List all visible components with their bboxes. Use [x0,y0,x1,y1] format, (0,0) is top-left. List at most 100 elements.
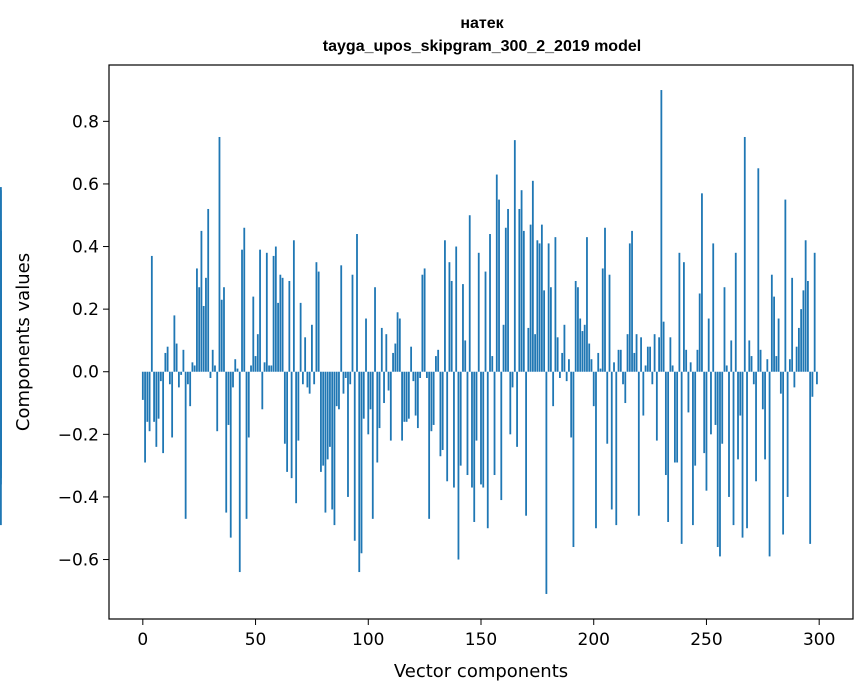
bar-36 [223,287,225,372]
bar-29 [207,208,210,372]
bar-296 [809,371,812,544]
bar-75 [311,324,313,372]
bar-230 [660,90,663,372]
bar-171 [527,327,530,372]
bar-219 [635,334,638,372]
bar-260 [728,371,730,497]
bar-190 [570,371,573,438]
bar-244 [692,371,694,526]
bar-264 [737,371,739,460]
bar-248 [701,193,703,372]
bar-131 [437,349,440,372]
bar-241 [685,349,688,372]
bar-79 [320,371,322,472]
bar-63 [283,371,286,444]
bar-187 [563,324,566,372]
bar-73 [306,371,309,388]
bar-44 [241,249,243,372]
bar-32 [214,365,216,372]
bar-299 [816,371,818,385]
bar-66 [290,371,293,479]
bar-60 [277,302,279,372]
x-tick-label: 300 [803,630,835,650]
bar-94 [353,371,356,541]
bar-35 [220,299,223,372]
bar-146 [471,371,473,488]
x-tick-label: 250 [690,630,722,650]
y-tick-label: 0.2 [72,300,99,320]
bar-38 [227,371,230,425]
bar-41 [234,359,237,372]
bar-231 [662,321,665,372]
bar-272 [755,371,757,482]
bar-229 [658,337,661,372]
bar-undefined [0,371,2,526]
bar-226 [651,371,654,385]
bar-61 [279,274,282,372]
bar-294 [804,240,807,372]
chart-title-line-1: натек [460,15,504,32]
bar-18 [182,349,185,372]
bar-183 [554,237,557,372]
bar-81 [324,371,327,513]
bar-12 [168,371,171,385]
bar-100 [367,371,370,435]
bar-162 [507,208,509,372]
bar-239 [680,371,683,544]
bar-115 [401,371,403,441]
bar-74 [308,371,311,394]
bar-151 [482,371,485,488]
bar-undefined [0,230,2,372]
bar-278 [768,371,771,557]
bar-290 [795,346,798,372]
bar-292 [800,309,803,372]
bar-142 [462,284,464,372]
bar-129 [432,371,435,425]
bar-111 [392,352,394,372]
bar-40 [232,371,234,388]
bar-297 [811,371,814,397]
bar-207 [608,274,611,372]
y-tick-label: 0.4 [72,238,99,258]
bar-92 [349,371,352,385]
bar-286 [786,371,789,497]
bar-141 [459,371,462,466]
bar-259 [725,365,728,372]
bar-48 [250,365,252,372]
bar-168 [520,190,523,372]
bar-71 [301,371,304,385]
bar-156 [493,371,496,476]
plot-frame [108,64,854,620]
x-tick-label: 100 [352,630,384,650]
bar-90 [344,371,347,378]
bar-210 [615,371,618,526]
bar-undefined [0,349,2,372]
bar-145 [468,215,471,372]
bar-57 [270,365,273,372]
bar-47 [247,371,250,438]
bar-192 [574,280,577,372]
bar-225 [649,346,651,372]
bar-55 [265,252,268,372]
bar-98 [362,371,365,419]
bar-193 [577,287,579,372]
bar-101 [369,371,372,410]
bar-196 [583,324,586,372]
bar-267 [743,136,746,372]
bar-56 [268,365,270,372]
bar-140 [457,371,460,560]
bar-82 [326,371,329,460]
bar-208 [610,371,613,510]
x-tick-label: 50 [245,630,267,650]
bar-262 [732,371,735,526]
bar-211 [617,349,620,372]
bar-150 [480,371,482,485]
bar-155 [491,356,494,372]
bar-157 [495,174,498,372]
bar-242 [687,371,690,413]
bar-170 [525,371,527,516]
bar-95 [356,234,358,372]
bar-13 [171,371,174,438]
bar-175 [536,240,539,372]
bar-130 [435,356,437,372]
